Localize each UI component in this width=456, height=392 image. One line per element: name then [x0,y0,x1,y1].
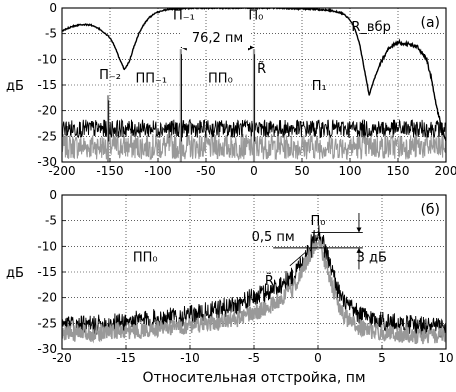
y-tick-label: 0 [49,1,57,15]
data-area [62,225,446,345]
x-tick-label: 5 [378,351,386,365]
series-gray [62,239,446,345]
label-bg [182,32,250,49]
annotation: ПП₀ [208,71,233,86]
x-tick-label: -200 [48,164,75,178]
y-axis-label: дБ [6,266,24,281]
r-pointer [289,252,306,267]
x-tick-label: -150 [96,164,123,178]
y-tick-label: -5 [45,27,57,41]
x-tick-label: 0 [314,351,322,365]
x-tick-label: -100 [144,164,171,178]
y-tick-label: -10 [37,52,57,66]
annotation: 3 дБ [357,251,387,266]
annotation: П₋₂ [99,68,121,83]
x-tick-label: -10 [180,351,200,365]
plot-frame [61,194,447,350]
x-axis-label: Относительная отстройка, пм [142,370,365,386]
annotation: R_вбр [351,20,390,35]
annotation: П₀ [311,214,326,229]
x-tick-label: 200 [435,164,456,178]
annotation: П₁ [312,79,327,94]
x-tick-label: 50 [294,164,309,178]
panel-label: (б) [420,202,440,218]
annotation: R̃ [265,273,274,288]
annotation: ПП₋₁ [135,71,167,86]
annotation: R̃ [257,62,266,77]
annotation: 0,5 пм [252,230,295,245]
annotation: ПП₀ [133,251,158,266]
y-tick-label: -15 [37,78,57,92]
annotation: П₀ [248,8,263,23]
x-tick-label: 0 [250,164,258,178]
x-tick-label: -20 [52,351,72,365]
panel-a: -200 -150 -100 -50 0 50 100 150 200 0 -5 -10 -15 -20 -… [6,1,456,178]
y-tick-label: -10 [37,239,57,253]
x-tick-label: 10 [438,351,453,365]
plot-frame [61,7,447,163]
x-tick-label: -50 [196,164,216,178]
annotation: 76,2 пм [192,31,243,46]
annotation: П₋₁ [173,8,195,23]
y-tick-label: 0 [49,188,57,202]
db-arrow-head-bottom [356,247,362,253]
x-tick-label: -5 [248,351,260,365]
y-tick-label: -20 [37,104,57,118]
y-tick-label: -20 [37,291,57,305]
x-tick-label: 150 [387,164,410,178]
panel-label: (а) [420,15,440,31]
y-tick-label: -15 [37,265,57,279]
y-tick-label: -5 [45,214,57,228]
y-tick-label: -25 [37,316,57,330]
y-axis-label: дБ [6,79,24,94]
x-tick-label: 100 [339,164,362,178]
y-tick-label: -30 [37,342,57,356]
db-arrow-head-top [356,227,362,233]
y-tick-label: -30 [37,155,57,169]
panel-b: -20 -15 -10 -5 0 5 10 0 -5 -10 -15 -20 -25 -30 ПП₀ П₀ 0,… [6,188,454,386]
x-tick-label: -15 [116,351,136,365]
y-tick-label: -25 [37,129,57,143]
